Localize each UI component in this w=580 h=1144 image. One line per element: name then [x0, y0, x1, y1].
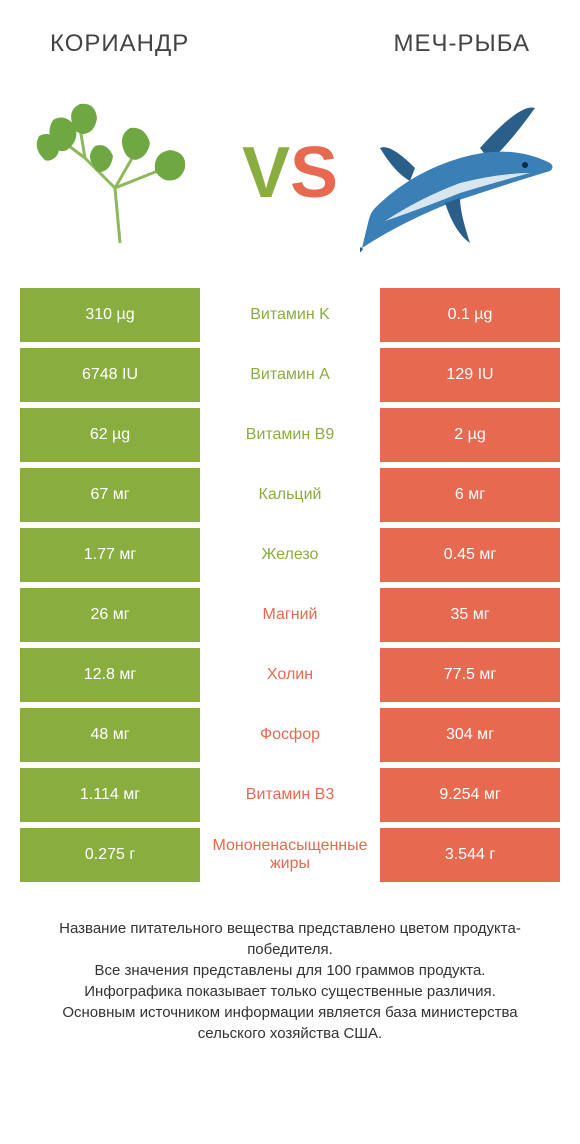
header: КОРИАНДР МЕЧ-РЫБА	[0, 0, 580, 68]
value-left: 310 µg	[20, 288, 200, 342]
value-left: 1.77 мг	[20, 528, 200, 582]
value-right: 304 мг	[380, 708, 560, 762]
value-right: 3.544 г	[380, 828, 560, 882]
table-row: 26 мгМагний35 мг	[20, 588, 560, 642]
footer-notes: Название питательного вещества представл…	[0, 888, 580, 1044]
nutrient-label: Витамин K	[200, 288, 380, 342]
footer-line: Название питательного вещества представл…	[30, 918, 550, 960]
nutrient-label: Холин	[200, 648, 380, 702]
nutrient-label: Витамин A	[200, 348, 380, 402]
cilantro-image	[20, 93, 220, 253]
value-right: 6 мг	[380, 468, 560, 522]
value-left: 62 µg	[20, 408, 200, 462]
hero-row: VS	[0, 68, 580, 288]
vs-s: S	[290, 132, 338, 214]
value-right: 2 µg	[380, 408, 560, 462]
value-right: 0.45 мг	[380, 528, 560, 582]
table-row: 62 µgВитамин B92 µg	[20, 408, 560, 462]
title-right: МЕЧ-РЫБА	[394, 30, 530, 58]
value-left: 0.275 г	[20, 828, 200, 882]
nutrient-label: Фосфор	[200, 708, 380, 762]
value-left: 26 мг	[20, 588, 200, 642]
table-row: 310 µgВитамин K0.1 µg	[20, 288, 560, 342]
nutrient-label: Железо	[200, 528, 380, 582]
value-left: 67 мг	[20, 468, 200, 522]
table-row: 12.8 мгХолин77.5 мг	[20, 648, 560, 702]
value-right: 129 IU	[380, 348, 560, 402]
footer-line: Все значения представлены для 100 граммо…	[30, 960, 550, 981]
nutrient-label: Витамин B9	[200, 408, 380, 462]
swordfish-image	[360, 93, 560, 253]
vs-v: V	[242, 132, 290, 214]
nutrient-label: Кальций	[200, 468, 380, 522]
value-left: 1.114 мг	[20, 768, 200, 822]
value-right: 77.5 мг	[380, 648, 560, 702]
footer-line: Основным источником информации является …	[30, 1002, 550, 1044]
table-row: 0.275 гМононенасыщенные жиры3.544 г	[20, 828, 560, 882]
table-row: 1.77 мгЖелезо0.45 мг	[20, 528, 560, 582]
nutrient-label: Магний	[200, 588, 380, 642]
title-left: КОРИАНДР	[50, 30, 189, 58]
nutrient-label: Мононенасыщенные жиры	[200, 828, 380, 882]
value-left: 12.8 мг	[20, 648, 200, 702]
value-right: 35 мг	[380, 588, 560, 642]
value-left: 48 мг	[20, 708, 200, 762]
table-row: 6748 IUВитамин A129 IU	[20, 348, 560, 402]
table-row: 1.114 мгВитамин B39.254 мг	[20, 768, 560, 822]
value-left: 6748 IU	[20, 348, 200, 402]
value-right: 0.1 µg	[380, 288, 560, 342]
table-row: 48 мгФосфор304 мг	[20, 708, 560, 762]
vs-label: VS	[242, 132, 338, 214]
nutrient-label: Витамин B3	[200, 768, 380, 822]
table-row: 67 мгКальций6 мг	[20, 468, 560, 522]
footer-line: Инфографика показывает только существенн…	[30, 981, 550, 1002]
nutrient-table: 310 µgВитамин K0.1 µg 6748 IUВитамин A129…	[0, 288, 580, 882]
value-right: 9.254 мг	[380, 768, 560, 822]
